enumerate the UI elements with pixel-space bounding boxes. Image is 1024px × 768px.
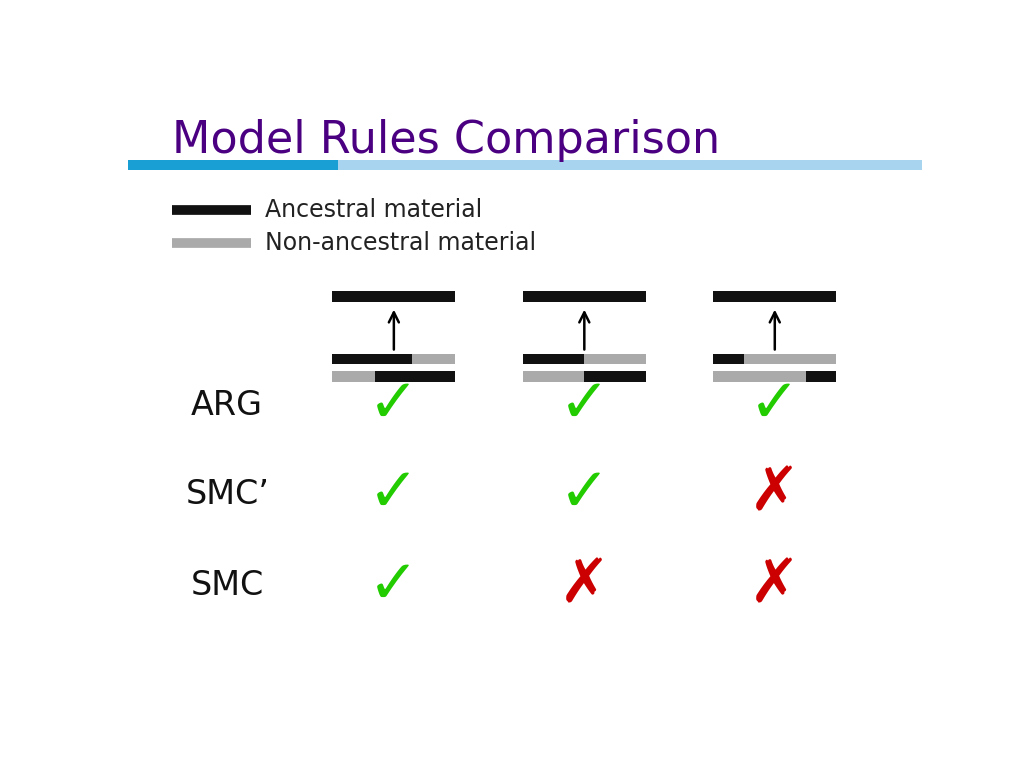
Text: SMC’: SMC’: [185, 478, 269, 511]
Bar: [806, 371, 837, 382]
Bar: [744, 353, 837, 364]
Bar: [523, 353, 585, 364]
Text: ✓: ✓: [369, 557, 420, 615]
Bar: [333, 371, 376, 382]
Text: ✗: ✗: [750, 557, 801, 615]
Text: ✓: ✓: [750, 376, 801, 435]
Bar: [714, 371, 806, 382]
Text: ✓: ✓: [559, 465, 610, 524]
Bar: [333, 353, 413, 364]
Text: Non-ancestral material: Non-ancestral material: [265, 231, 537, 255]
Bar: [585, 353, 646, 364]
Bar: [714, 353, 744, 364]
Text: Ancestral material: Ancestral material: [265, 198, 482, 223]
Bar: [413, 353, 456, 364]
Bar: [338, 160, 922, 170]
Text: ✓: ✓: [559, 376, 610, 435]
Text: ✓: ✓: [369, 465, 420, 524]
Bar: [585, 371, 646, 382]
Bar: [523, 371, 585, 382]
Text: SMC: SMC: [190, 569, 264, 602]
Text: Model Rules Comparison: Model Rules Comparison: [172, 119, 720, 162]
Bar: [714, 291, 837, 302]
Text: ARG: ARG: [191, 389, 263, 422]
Bar: [523, 291, 646, 302]
Text: ✓: ✓: [369, 376, 420, 435]
Text: ✗: ✗: [750, 465, 801, 524]
Text: ✗: ✗: [559, 557, 610, 615]
Bar: [376, 371, 456, 382]
Bar: [333, 291, 456, 302]
Bar: [128, 160, 338, 170]
